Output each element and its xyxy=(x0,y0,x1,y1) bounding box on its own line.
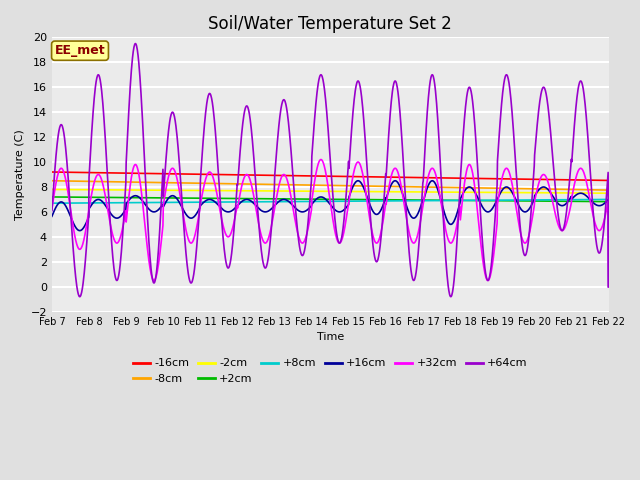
-8cm xyxy=(284,182,292,188)
Line: +2cm: +2cm xyxy=(52,197,609,202)
Line: -2cm: -2cm xyxy=(52,190,609,193)
+64cm xyxy=(605,284,612,289)
+2cm xyxy=(91,194,99,200)
-2cm xyxy=(605,191,612,196)
X-axis label: Time: Time xyxy=(317,332,344,342)
+2cm xyxy=(306,196,314,202)
+32cm xyxy=(284,180,292,186)
+16cm xyxy=(306,205,314,211)
-2cm xyxy=(306,188,314,194)
+8cm xyxy=(296,199,303,204)
-16cm xyxy=(114,170,122,176)
+64cm xyxy=(92,84,99,90)
-16cm xyxy=(306,173,314,179)
+8cm xyxy=(306,199,314,204)
+2cm xyxy=(605,199,612,204)
+64cm xyxy=(365,200,373,205)
+2cm xyxy=(296,196,303,202)
Line: +32cm: +32cm xyxy=(52,159,609,287)
+32cm xyxy=(317,156,325,162)
-2cm xyxy=(296,188,303,194)
-16cm xyxy=(296,173,303,179)
Line: +64cm: +64cm xyxy=(52,44,609,297)
-2cm xyxy=(284,188,292,194)
+2cm xyxy=(114,194,122,200)
+32cm xyxy=(365,211,373,217)
-8cm xyxy=(306,182,314,188)
+64cm xyxy=(48,208,56,214)
+8cm xyxy=(605,197,612,203)
-8cm xyxy=(365,183,372,189)
+16cm xyxy=(114,215,122,221)
-2cm xyxy=(114,187,122,193)
+32cm xyxy=(114,240,122,246)
+32cm xyxy=(306,217,314,223)
+32cm xyxy=(605,284,612,289)
+32cm xyxy=(48,206,56,212)
+64cm xyxy=(296,248,304,254)
+2cm xyxy=(365,197,372,203)
+8cm xyxy=(91,200,99,206)
+16cm xyxy=(365,198,372,204)
-2cm xyxy=(91,187,99,192)
+16cm xyxy=(91,198,99,204)
-8cm xyxy=(114,179,122,185)
+8cm xyxy=(284,199,292,204)
Line: +8cm: +8cm xyxy=(52,200,609,203)
+16cm xyxy=(48,214,56,219)
+64cm xyxy=(285,123,292,129)
-16cm xyxy=(605,178,612,183)
Text: EE_met: EE_met xyxy=(54,44,106,57)
Title: Soil/Water Temperature Set 2: Soil/Water Temperature Set 2 xyxy=(209,15,452,33)
-8cm xyxy=(605,187,612,193)
+64cm xyxy=(132,41,140,47)
+16cm xyxy=(284,198,292,204)
+8cm xyxy=(114,200,122,205)
+64cm xyxy=(114,276,122,281)
Y-axis label: Temperature (C): Temperature (C) xyxy=(15,129,25,220)
Line: -16cm: -16cm xyxy=(52,172,609,180)
-8cm xyxy=(48,178,56,184)
+32cm xyxy=(296,237,303,242)
+2cm xyxy=(48,194,56,200)
-8cm xyxy=(91,179,99,184)
-2cm xyxy=(365,189,372,194)
+16cm xyxy=(605,284,612,289)
Line: -8cm: -8cm xyxy=(52,181,609,190)
-8cm xyxy=(296,182,303,188)
+2cm xyxy=(284,196,292,202)
+16cm xyxy=(296,208,303,214)
-16cm xyxy=(365,174,372,180)
+8cm xyxy=(48,200,56,206)
-16cm xyxy=(48,169,56,175)
-16cm xyxy=(91,170,99,176)
-16cm xyxy=(284,173,292,179)
+64cm xyxy=(307,192,314,198)
Legend: -16cm, -8cm, -2cm, +2cm, +8cm, +16cm, +32cm, +64cm: -16cm, -8cm, -2cm, +2cm, +8cm, +16cm, +3… xyxy=(129,354,532,388)
+8cm xyxy=(365,198,372,204)
Line: +16cm: +16cm xyxy=(52,181,609,287)
+16cm xyxy=(428,178,436,184)
+64cm xyxy=(76,294,84,300)
-2cm xyxy=(48,187,56,192)
+32cm xyxy=(91,177,99,182)
